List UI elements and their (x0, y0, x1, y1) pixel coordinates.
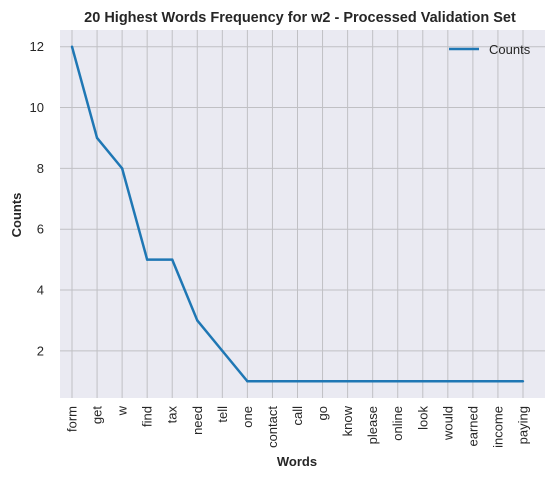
data-point (246, 380, 249, 383)
data-point (171, 258, 174, 261)
x-tick-label: online (390, 406, 405, 441)
legend: Counts (449, 42, 531, 57)
x-tick-label: paying (516, 406, 531, 444)
x-tick-label: form (65, 406, 80, 432)
data-point (196, 319, 199, 322)
y-tick-label: 12 (30, 39, 44, 54)
chart-title: 20 Highest Words Frequency for w2 - Proc… (84, 10, 516, 26)
data-point (296, 380, 299, 383)
data-point (95, 136, 99, 140)
x-tick-label: need (190, 406, 205, 435)
x-tick-label: w (115, 405, 130, 416)
y-tick-label: 2 (37, 343, 44, 358)
x-tick-label: earned (465, 406, 480, 446)
data-point (496, 380, 500, 383)
x-tick-label: contact (265, 406, 280, 448)
x-axis-label: Words (277, 454, 317, 469)
data-point (321, 380, 324, 383)
legend-label-counts: Counts (489, 42, 531, 57)
data-point (271, 380, 274, 383)
y-tick-label: 4 (37, 283, 44, 298)
x-tick-labels: form get w find tax need tell one contact call go k… (65, 405, 531, 448)
data-point (371, 380, 374, 383)
data-point (120, 167, 124, 170)
x-tick-label: find (140, 406, 155, 427)
x-tick-label: please (365, 406, 380, 444)
x-tick-label: get (90, 406, 105, 424)
x-tick-label: one (240, 406, 255, 428)
data-point (421, 380, 424, 383)
x-tick-label: go (315, 406, 330, 420)
x-tick-label: call (290, 406, 305, 426)
x-tick-label: look (415, 406, 430, 430)
data-point (471, 380, 475, 383)
x-tick-label: tax (165, 406, 180, 424)
grid-lines (60, 30, 545, 398)
y-tick-label: 8 (37, 161, 44, 176)
x-tick-label: know (340, 405, 355, 436)
data-point (396, 380, 399, 383)
y-tick-label: 6 (37, 222, 44, 237)
y-axis-label: Counts (9, 193, 24, 238)
x-tick-label: income (490, 406, 505, 448)
data-point (346, 380, 349, 383)
x-tick-label: would (440, 406, 455, 441)
y-tick-labels: 2 4 6 8 10 12 (30, 39, 44, 358)
x-tick-label: tell (215, 406, 230, 423)
data-point (221, 349, 224, 353)
data-point (70, 45, 74, 48)
data-point (521, 380, 525, 383)
series-layer (70, 45, 525, 383)
data-point (446, 380, 450, 383)
y-tick-label: 10 (30, 100, 44, 115)
data-point (145, 258, 149, 261)
plot-background (60, 30, 545, 398)
